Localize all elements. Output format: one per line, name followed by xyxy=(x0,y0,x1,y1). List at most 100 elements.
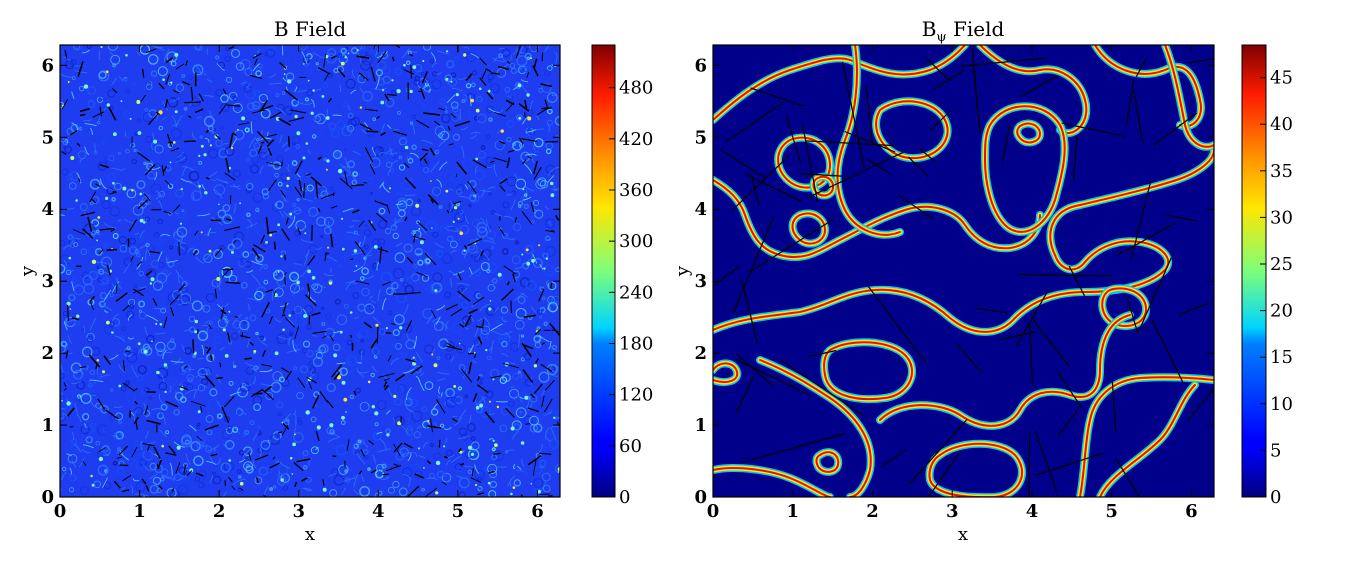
b-field-eddy xyxy=(216,413,223,420)
b-field-peak xyxy=(496,405,500,409)
b-field-eddy xyxy=(212,475,222,485)
b-field-streak xyxy=(222,181,230,184)
b-field-arrow xyxy=(228,132,234,148)
b-field-streak xyxy=(476,396,486,407)
b-field-arrow xyxy=(297,377,306,389)
b-field-arrow xyxy=(164,180,172,187)
b-psi-arrow xyxy=(1028,431,1031,497)
b-field-peak xyxy=(312,89,316,92)
b-field-streak xyxy=(513,463,516,470)
b-field-streak xyxy=(247,218,252,228)
b-field-arrow xyxy=(223,395,235,408)
b-field-arrow xyxy=(308,381,312,390)
b-field-eddy xyxy=(197,436,206,445)
b-field-eddy xyxy=(363,229,372,237)
b-field-streak xyxy=(152,132,155,141)
b-field-arrow xyxy=(323,53,327,68)
b-field-streak xyxy=(350,174,357,181)
b-field-streak xyxy=(78,416,82,423)
b-field-arrow xyxy=(330,205,338,209)
b-field-eddy xyxy=(244,88,256,100)
b-field-eddy xyxy=(477,476,482,481)
b-field-arrow xyxy=(315,430,320,441)
b-field-eddy xyxy=(129,303,135,310)
b-field-arrow xyxy=(278,431,283,434)
b-field-arrow xyxy=(231,485,236,491)
b-field-arrow xyxy=(137,199,148,210)
b-field-streak xyxy=(259,264,264,271)
b-field-streak xyxy=(232,425,240,434)
b-field-peak xyxy=(445,189,449,193)
b-field-peak xyxy=(228,459,232,462)
b-psi-x-tick-label: 5 xyxy=(1105,501,1118,522)
b-field-peak xyxy=(224,354,229,358)
b-field-arrow xyxy=(326,400,334,409)
b-field-peak xyxy=(239,481,244,486)
b-field-arrow xyxy=(122,474,132,482)
b-field-peak xyxy=(326,159,330,163)
b-field-eddy xyxy=(511,255,521,265)
b-field-eddy xyxy=(296,198,300,202)
b-field-eddy xyxy=(537,177,547,187)
b-field-eddy xyxy=(289,333,293,337)
b-field-streak xyxy=(519,371,522,379)
b-field-streak xyxy=(527,403,533,411)
b-field-arrow xyxy=(333,371,341,381)
b-field-eddy xyxy=(337,55,344,62)
b-field-eddy xyxy=(230,173,235,178)
b-field-streak xyxy=(308,149,312,155)
b-field-eddy xyxy=(181,281,188,287)
b-field-eddy xyxy=(72,369,84,380)
b-field-streak xyxy=(492,57,505,62)
b-field-streak xyxy=(371,365,377,373)
b-field-arrow xyxy=(137,151,151,162)
b-field-eddy xyxy=(253,82,262,90)
b-field-streak xyxy=(419,372,425,377)
b-field-eddy xyxy=(329,186,334,191)
b-field-arrow xyxy=(112,87,118,94)
b-field-streak xyxy=(297,90,308,93)
b-field-eddy xyxy=(494,241,500,247)
b-field-peak xyxy=(522,188,525,191)
b-field-streak xyxy=(509,482,512,487)
b-field-arrow xyxy=(430,418,433,433)
b-field-arrow xyxy=(141,478,147,485)
b-field-eddy xyxy=(323,157,327,162)
b-field-streak xyxy=(392,217,403,228)
b-field-streak xyxy=(545,181,550,187)
b-field-eddy xyxy=(243,461,254,472)
b-field-arrow xyxy=(463,245,468,250)
b-field-peak xyxy=(122,186,127,191)
b-field-arrow xyxy=(366,130,379,133)
b-field-eddy xyxy=(514,319,525,330)
b-field-arrow xyxy=(273,290,276,297)
b-field-streak xyxy=(175,115,183,128)
b-field-streak xyxy=(268,82,282,85)
b-field-eddy xyxy=(545,235,551,242)
b-psi-arrow xyxy=(897,194,934,220)
b-field-peak xyxy=(156,370,160,375)
b-field-arrow xyxy=(281,314,286,317)
b-field-streak xyxy=(306,172,309,178)
b-field-streak xyxy=(333,330,340,334)
b-field-eddy xyxy=(505,429,517,441)
b-field-streak xyxy=(404,194,416,197)
b-psi-arrow xyxy=(741,432,846,463)
b-field-eddy xyxy=(368,304,376,311)
b-field-eddy xyxy=(89,369,96,375)
b-field-streak xyxy=(539,264,543,270)
b-field-eddy xyxy=(346,339,353,346)
b-field-eddy xyxy=(168,377,178,386)
b-field-streak xyxy=(175,391,181,405)
b-field-arrow xyxy=(195,472,204,477)
b-field-streak xyxy=(553,188,560,192)
b-field-streak xyxy=(89,317,97,331)
b-field-streak xyxy=(405,387,412,400)
b-field-eddy xyxy=(276,401,284,409)
b-field-eddy xyxy=(376,400,387,410)
b-field-streak xyxy=(190,182,199,188)
b-field-streak xyxy=(201,183,206,190)
b-field-streak xyxy=(285,148,290,152)
b-field-arrow xyxy=(261,301,270,318)
b-field-streak xyxy=(178,289,186,293)
